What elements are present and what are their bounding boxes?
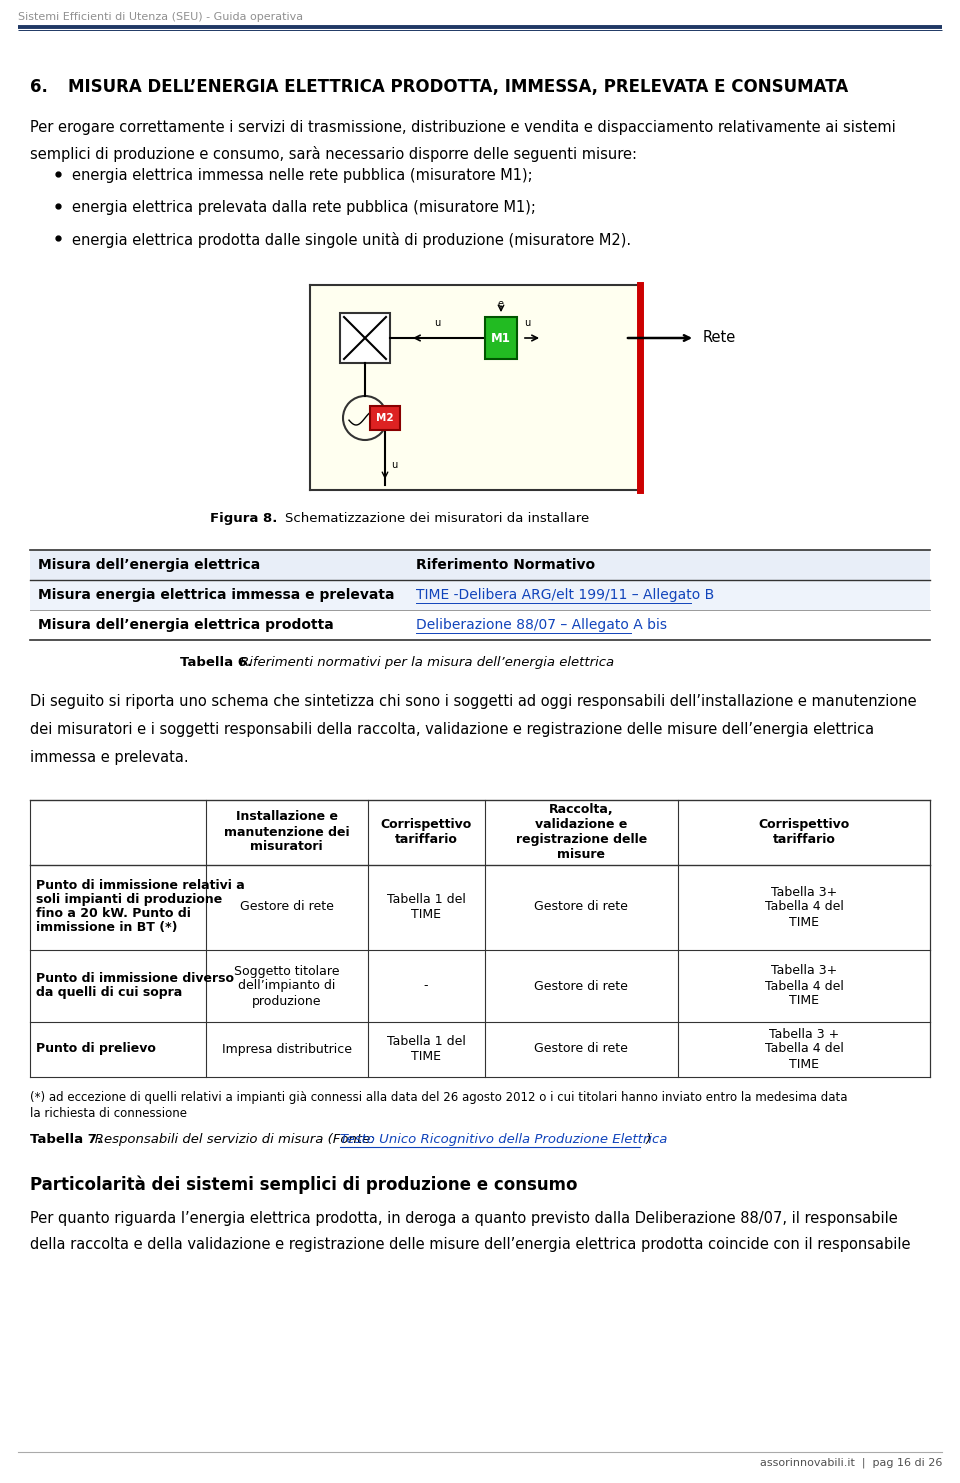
FancyBboxPatch shape	[340, 313, 390, 363]
FancyBboxPatch shape	[370, 406, 400, 430]
Text: Misura dell’energia elettrica: Misura dell’energia elettrica	[38, 558, 260, 572]
Text: energia elettrica prodotta dalle singole unità di produzione (misuratore M2).: energia elettrica prodotta dalle singole…	[72, 231, 631, 248]
Text: u: u	[434, 317, 440, 328]
FancyBboxPatch shape	[30, 550, 930, 580]
Text: Punto di immissione relativi a: Punto di immissione relativi a	[36, 879, 245, 891]
Text: soli impianti di produzione: soli impianti di produzione	[36, 893, 223, 906]
FancyBboxPatch shape	[310, 285, 640, 489]
Text: Tabella 1 del
TIME: Tabella 1 del TIME	[387, 1035, 466, 1063]
Text: Punto di immissione diverso: Punto di immissione diverso	[36, 971, 234, 985]
Text: ): )	[642, 1133, 652, 1146]
Text: M2: M2	[376, 412, 394, 423]
Text: Testo Unico Ricognitivo della Produzione Elettrica: Testo Unico Ricognitivo della Produzione…	[340, 1133, 667, 1146]
Text: Misura energia elettrica immessa e prelevata: Misura energia elettrica immessa e prele…	[38, 587, 395, 602]
Text: dei misuratori e i soggetti responsabili della raccolta, validazione e registraz: dei misuratori e i soggetti responsabili…	[30, 722, 875, 737]
Text: energia elettrica immessa nelle rete pubblica (misuratore M1);: energia elettrica immessa nelle rete pub…	[72, 168, 533, 182]
Text: Gestore di rete: Gestore di rete	[535, 1043, 628, 1056]
Text: Misura dell’energia elettrica prodotta: Misura dell’energia elettrica prodotta	[38, 618, 334, 632]
Text: Gestore di rete: Gestore di rete	[535, 900, 628, 914]
Text: Deliberazione 88/07 – Allegato A bis: Deliberazione 88/07 – Allegato A bis	[416, 618, 667, 632]
Text: Gestore di rete: Gestore di rete	[240, 900, 333, 914]
Text: 6.: 6.	[30, 79, 48, 96]
Text: la richiesta di connessione: la richiesta di connessione	[30, 1106, 187, 1120]
Text: TIME -Delibera ARG/elt 199/11 – Allegato B: TIME -Delibera ARG/elt 199/11 – Allegato…	[416, 587, 714, 602]
Text: Tabella 3+
Tabella 4 del
TIME: Tabella 3+ Tabella 4 del TIME	[764, 885, 844, 928]
Text: Punto di prelievo: Punto di prelievo	[36, 1043, 156, 1054]
Text: Corrispettivo
tariffario: Corrispettivo tariffario	[380, 819, 471, 845]
Text: (*) ad eccezione di quelli relativi a impianti già connessi alla data del 26 ago: (*) ad eccezione di quelli relativi a im…	[30, 1091, 848, 1103]
Text: immessa e prelevata.: immessa e prelevata.	[30, 750, 188, 765]
Text: fino a 20 kW. Punto di: fino a 20 kW. Punto di	[36, 908, 191, 919]
Text: Gestore di rete: Gestore di rete	[535, 979, 628, 992]
Text: Tabella 3 +
Tabella 4 del
TIME: Tabella 3 + Tabella 4 del TIME	[764, 1028, 844, 1071]
Text: immissione in BT (*): immissione in BT (*)	[36, 921, 178, 934]
Text: Schematizzazione dei misuratori da installare: Schematizzazione dei misuratori da insta…	[285, 512, 589, 525]
Text: M1: M1	[492, 332, 511, 344]
Text: Figura 8.: Figura 8.	[210, 512, 277, 525]
Text: Soggetto titolare
dell’impianto di
produzione: Soggetto titolare dell’impianto di produ…	[233, 964, 339, 1007]
Text: e: e	[498, 300, 504, 308]
Text: Tabella 1 del
TIME: Tabella 1 del TIME	[387, 893, 466, 921]
Text: Per quanto riguarda l’energia elettrica prodotta, in deroga a quanto previsto da: Per quanto riguarda l’energia elettrica …	[30, 1212, 898, 1226]
Text: Corrispettivo
tariffario: Corrispettivo tariffario	[758, 819, 850, 845]
Text: Responsabili del servizio di misura (Fonte:: Responsabili del servizio di misura (Fon…	[82, 1133, 379, 1146]
Text: della raccolta e della validazione e registrazione delle misure dell’energia ele: della raccolta e della validazione e reg…	[30, 1237, 910, 1252]
Text: Per erogare correttamente i servizi di trasmissione, distribuzione e vendita e d: Per erogare correttamente i servizi di t…	[30, 120, 896, 135]
Text: Tabella 7.: Tabella 7.	[30, 1133, 102, 1146]
Text: u: u	[391, 460, 397, 470]
Text: u: u	[524, 317, 530, 328]
Text: Raccolta,
validazione e
registrazione delle
misure: Raccolta, validazione e registrazione de…	[516, 802, 647, 862]
Text: Impresa distributrice: Impresa distributrice	[222, 1043, 351, 1056]
Text: Tabella 3+
Tabella 4 del
TIME: Tabella 3+ Tabella 4 del TIME	[764, 964, 844, 1007]
Text: Rete: Rete	[703, 331, 736, 346]
Text: energia elettrica prelevata dalla rete pubblica (misuratore M1);: energia elettrica prelevata dalla rete p…	[72, 200, 536, 215]
FancyBboxPatch shape	[485, 317, 517, 359]
Text: da quelli di cui sopra: da quelli di cui sopra	[36, 986, 182, 1000]
Text: Tabella 6.: Tabella 6.	[180, 655, 252, 669]
Text: Particolarità dei sistemi semplici di produzione e consumo: Particolarità dei sistemi semplici di pr…	[30, 1175, 578, 1194]
Text: Sistemi Efficienti di Utenza (SEU) - Guida operativa: Sistemi Efficienti di Utenza (SEU) - Gui…	[18, 12, 303, 22]
Text: Riferimento Normativo: Riferimento Normativo	[416, 558, 595, 572]
Text: -: -	[423, 979, 428, 992]
Text: Di seguito si riporta uno schema che sintetizza chi sono i soggetti ad oggi resp: Di seguito si riporta uno schema che sin…	[30, 694, 917, 709]
FancyBboxPatch shape	[30, 580, 930, 610]
Text: semplici di produzione e consumo, sarà necessario disporre delle seguenti misure: semplici di produzione e consumo, sarà n…	[30, 145, 637, 162]
Text: assorinnovabili.it  |  pag 16 di 26: assorinnovabili.it | pag 16 di 26	[759, 1458, 942, 1468]
Text: MISURA DELL’ENERGIA ELETTRICA PRODOTTA, IMMESSA, PRELEVATA E CONSUMATA: MISURA DELL’ENERGIA ELETTRICA PRODOTTA, …	[68, 79, 849, 96]
Text: Installazione e
manutenzione dei
misuratori: Installazione e manutenzione dei misurat…	[224, 811, 349, 854]
Text: Riferimenti normativi per la misura dell’energia elettrica: Riferimenti normativi per la misura dell…	[240, 655, 614, 669]
